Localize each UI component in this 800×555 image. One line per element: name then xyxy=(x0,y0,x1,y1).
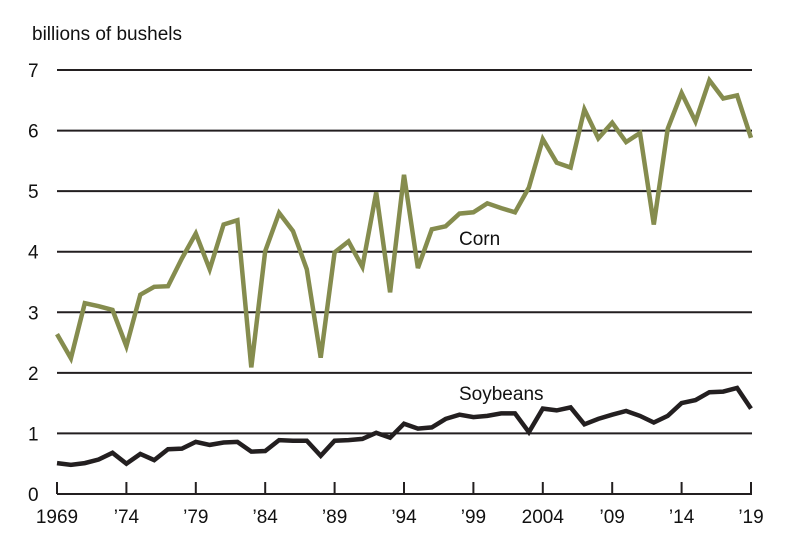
series-label-soybeans: Soybeans xyxy=(459,384,544,405)
x-tick-label: ’89 xyxy=(322,507,347,528)
x-tick-label: ’09 xyxy=(600,507,625,528)
y-tick-label: 6 xyxy=(28,122,39,143)
x-tick-label: ’84 xyxy=(253,507,279,528)
y-tick-label: 4 xyxy=(28,243,39,264)
x-tick-label: ’99 xyxy=(461,507,486,528)
y-tick-label: 0 xyxy=(28,485,39,506)
x-tick-label: ’74 xyxy=(114,507,140,528)
y-tick-label: 1 xyxy=(28,424,39,445)
y-tick-label: 2 xyxy=(28,364,39,385)
series-line-soybeans xyxy=(56,385,753,468)
x-tick-label: 2004 xyxy=(522,507,565,528)
series-line-corn xyxy=(55,75,754,368)
x-tick-label: ’79 xyxy=(183,507,208,528)
y-tick-label: 7 xyxy=(28,61,39,82)
x-tick-label: ’94 xyxy=(391,507,417,528)
y-tick-label: 5 xyxy=(28,182,39,203)
y-tick-label: 3 xyxy=(28,303,39,324)
y-axis-label: billions of bushels xyxy=(32,24,182,45)
x-tick-label: ’14 xyxy=(669,507,695,528)
x-tick-label: ’19 xyxy=(738,507,763,528)
series-label-corn: Corn xyxy=(459,229,500,250)
x-tick-label: 1969 xyxy=(36,507,78,528)
